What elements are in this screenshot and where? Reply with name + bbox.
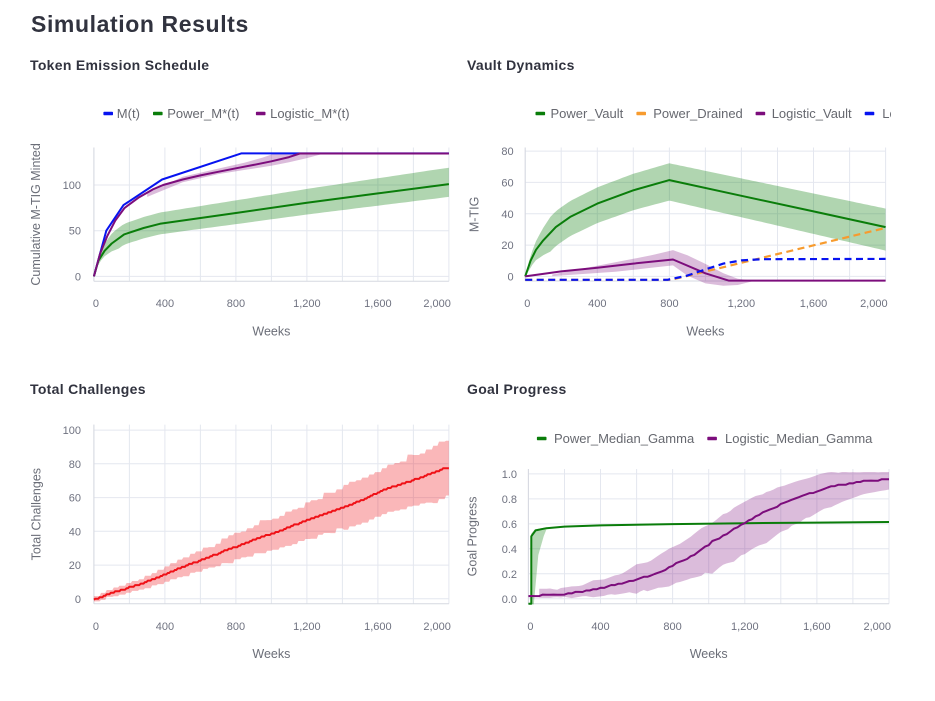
svg-text:80: 80 [501, 146, 513, 158]
svg-text:60: 60 [69, 493, 81, 505]
svg-text:80: 80 [69, 459, 81, 471]
svg-text:Weeks: Weeks [686, 325, 724, 339]
svg-text:1,200: 1,200 [293, 298, 321, 310]
svg-text:Weeks: Weeks [690, 647, 728, 661]
svg-text:1,200: 1,200 [293, 621, 321, 633]
svg-text:M(t): M(t) [117, 106, 140, 121]
svg-text:800: 800 [660, 298, 678, 310]
svg-text:40: 40 [69, 526, 81, 538]
svg-text:Power_Median_Gamma: Power_Median_Gamma [554, 431, 695, 446]
svg-text:0.0: 0.0 [502, 594, 517, 606]
svg-text:Power_M*(t): Power_M*(t) [167, 106, 239, 121]
svg-text:Logistic_M*(t): Logistic_M*(t) [270, 106, 349, 121]
svg-text:2,000: 2,000 [423, 621, 451, 633]
svg-text:Goal Progress: Goal Progress [466, 496, 480, 576]
svg-text:Cumulative M-TIG Minted: Cumulative M-TIG Minted [29, 143, 43, 285]
svg-text:Power_Vault: Power_Vault [551, 106, 624, 121]
svg-text:100: 100 [63, 180, 81, 192]
svg-text:Total Challenges: Total Challenges [30, 468, 44, 560]
svg-text:Logistic_Vault: Logistic_Vault [772, 106, 852, 121]
svg-text:0: 0 [527, 621, 533, 633]
svg-text:400: 400 [588, 298, 606, 310]
svg-text:400: 400 [591, 621, 609, 633]
svg-text:1,600: 1,600 [364, 298, 392, 310]
svg-text:0: 0 [524, 298, 530, 310]
svg-text:0.4: 0.4 [502, 544, 517, 556]
svg-text:1,200: 1,200 [731, 621, 759, 633]
svg-text:0.8: 0.8 [502, 494, 517, 506]
svg-text:0.6: 0.6 [502, 519, 517, 531]
svg-text:20: 20 [501, 240, 513, 252]
svg-text:2,000: 2,000 [860, 298, 888, 310]
svg-text:0: 0 [75, 594, 81, 606]
svg-text:400: 400 [156, 298, 174, 310]
svg-text:0: 0 [507, 271, 513, 283]
svg-text:2,000: 2,000 [863, 621, 891, 633]
svg-text:1,600: 1,600 [364, 621, 392, 633]
svg-text:0.2: 0.2 [502, 569, 517, 581]
svg-text:Logistic_Median_Gamma: Logistic_Median_Gamma [725, 431, 873, 446]
svg-text:0: 0 [93, 621, 99, 633]
svg-text:800: 800 [663, 621, 681, 633]
svg-text:Power_Drained: Power_Drained [653, 106, 743, 121]
svg-text:1.0: 1.0 [502, 469, 517, 481]
svg-text:20: 20 [69, 560, 81, 572]
svg-text:1,600: 1,600 [803, 621, 831, 633]
svg-text:400: 400 [156, 621, 174, 633]
svg-text:60: 60 [501, 177, 513, 189]
svg-text:0: 0 [75, 271, 81, 283]
svg-text:50: 50 [69, 226, 81, 238]
svg-text:2,000: 2,000 [423, 298, 451, 310]
svg-text:0: 0 [93, 298, 99, 310]
svg-text:Weeks: Weeks [252, 325, 290, 339]
svg-text:Weeks: Weeks [252, 647, 290, 661]
svg-text:M-TIG: M-TIG [468, 197, 482, 232]
svg-text:800: 800 [227, 298, 245, 310]
svg-text:100: 100 [63, 425, 81, 437]
svg-text:40: 40 [501, 209, 513, 221]
svg-text:1,200: 1,200 [728, 298, 756, 310]
svg-text:800: 800 [227, 621, 245, 633]
svg-text:1,600: 1,600 [800, 298, 828, 310]
svg-text:Logistic_Drained: Logistic_Drained [882, 106, 935, 121]
